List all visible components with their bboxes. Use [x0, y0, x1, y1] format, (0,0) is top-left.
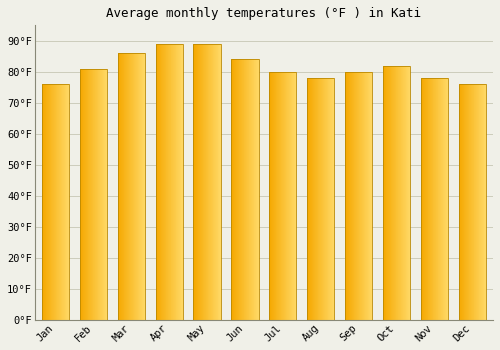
Bar	[80, 69, 107, 320]
Bar	[232, 60, 258, 320]
Bar	[420, 78, 448, 320]
Bar	[118, 53, 145, 320]
Bar	[383, 65, 410, 320]
Bar	[42, 84, 69, 320]
Bar	[345, 72, 372, 320]
Bar	[307, 78, 334, 320]
Title: Average monthly temperatures (°F ) in Kati: Average monthly temperatures (°F ) in Ka…	[106, 7, 422, 20]
Bar	[156, 44, 183, 320]
Bar	[458, 84, 486, 320]
Bar	[194, 44, 220, 320]
Bar	[269, 72, 296, 320]
